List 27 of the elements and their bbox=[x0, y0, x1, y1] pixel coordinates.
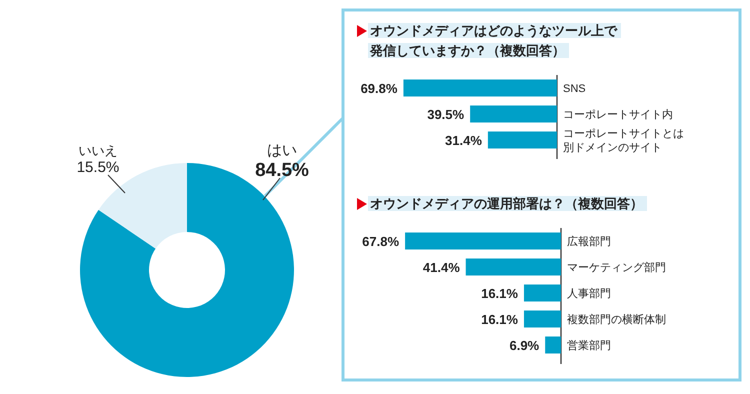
y-tick-label: 人事部門 bbox=[567, 287, 611, 300]
data-label: 16.1% bbox=[481, 312, 518, 327]
bar bbox=[545, 336, 561, 354]
y-tick-label: コーポレートサイト内 bbox=[563, 108, 673, 121]
y-tick-label: マーケティング部門 bbox=[567, 261, 666, 274]
y-tick-label: コーポレートサイトとは別ドメインのサイト bbox=[563, 128, 684, 154]
bar bbox=[524, 284, 561, 302]
chart-title: オウンドメディアの運用部署は？（複数回答） bbox=[370, 196, 643, 211]
bar bbox=[524, 310, 561, 328]
y-tick-label: 広報部門 bbox=[567, 235, 611, 248]
data-label: 39.5% bbox=[427, 107, 465, 122]
y-tick-label: SNS bbox=[563, 83, 586, 95]
data-label: 31.4% bbox=[445, 133, 482, 148]
chart-title: オウンドメディアはどのようなツール上で発信していますか？（複数回答） bbox=[369, 23, 618, 58]
data-label: 41.4% bbox=[422, 260, 460, 275]
data-label: 67.8% bbox=[362, 234, 400, 249]
data-label: 15.5% bbox=[76, 159, 120, 176]
bar bbox=[405, 232, 561, 250]
y-tick-label: 複数部門の横断体制 bbox=[567, 313, 666, 326]
data-label: 69.8% bbox=[360, 81, 398, 96]
slice-label: いいえ bbox=[78, 143, 118, 158]
bar bbox=[466, 258, 561, 276]
data-label: 84.5% bbox=[255, 160, 310, 181]
data-label: 6.9% bbox=[509, 338, 540, 353]
y-tick-label: 営業部門 bbox=[567, 339, 611, 352]
slice-label: はい bbox=[267, 142, 297, 159]
data-label: 16.1% bbox=[481, 286, 518, 301]
